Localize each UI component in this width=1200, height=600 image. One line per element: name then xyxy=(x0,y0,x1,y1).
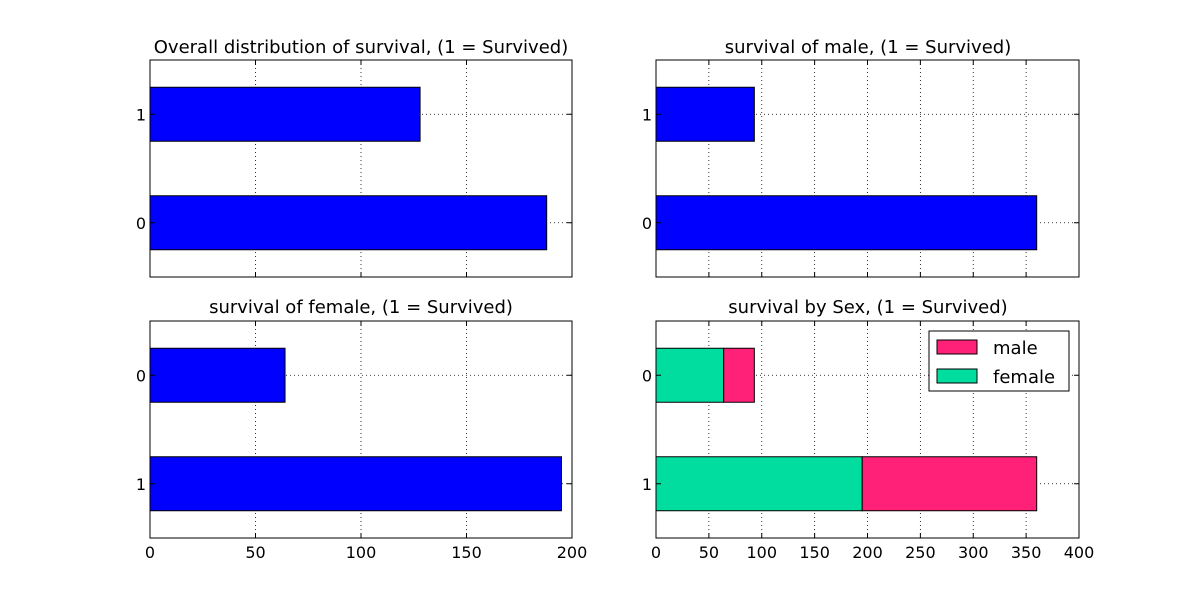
legend-label-female: female xyxy=(993,367,1055,388)
x-tick-label: 0 xyxy=(651,543,661,562)
bar-0 xyxy=(149,347,286,403)
y-tick-label: 0 xyxy=(642,214,652,233)
chart-title: survival by Sex, (1 = Survived) xyxy=(728,297,1007,318)
x-tick-label: 300 xyxy=(958,543,989,562)
x-tick-label: 150 xyxy=(799,543,830,562)
bar-0 xyxy=(149,195,548,251)
y-tick-label: 0 xyxy=(642,366,652,385)
y-tick-label: 0 xyxy=(136,366,146,385)
chart-survival-by-sex: survival by Sex, (1 = Survived) 0 50 100 15… xyxy=(642,297,1094,562)
chart-title: Overall distribution of survival, (1 = S… xyxy=(154,37,568,58)
x-tick-label: 400 xyxy=(1064,543,1095,562)
chart-overall-survival: Overall distribution of survival, (1 = S… xyxy=(136,37,573,278)
y-tick-label: 1 xyxy=(136,475,146,494)
x-tick-label: 50 xyxy=(245,543,265,562)
bar-female-1 xyxy=(655,456,863,512)
legend-label-male: male xyxy=(993,338,1038,359)
chart-male-survival: survival of male, (1 = Survived) 1 0 xyxy=(642,37,1080,278)
bar-1 xyxy=(149,456,562,512)
x-tick-label: 200 xyxy=(557,543,588,562)
bar-male-1 xyxy=(861,456,1038,512)
bar-female-0 xyxy=(655,347,725,403)
legend-swatch-female xyxy=(936,368,978,384)
chart-female-survival: survival of female, (1 = Survived) 0 50 10… xyxy=(136,297,587,562)
chart-title: survival of female, (1 = Survived) xyxy=(209,297,513,318)
bar-1 xyxy=(149,86,421,142)
y-tick-label: 1 xyxy=(642,105,652,124)
bar-0 xyxy=(655,195,1038,251)
x-tick-label: 0 xyxy=(145,543,155,562)
y-tick-label: 1 xyxy=(642,475,652,494)
y-tick-label: 0 xyxy=(136,214,146,233)
x-tick-label: 150 xyxy=(451,543,482,562)
bar-male-0 xyxy=(723,347,755,403)
legend-swatch-male xyxy=(936,339,978,355)
chart-title: survival of male, (1 = Survived) xyxy=(725,37,1011,58)
x-tick-label: 350 xyxy=(1011,543,1042,562)
x-tick-label: 200 xyxy=(852,543,883,562)
x-tick-label: 100 xyxy=(346,543,377,562)
y-tick-label: 1 xyxy=(136,105,146,124)
x-tick-label: 50 xyxy=(699,543,719,562)
x-tick-label: 100 xyxy=(746,543,777,562)
bar-1 xyxy=(655,86,755,142)
x-tick-label: 250 xyxy=(905,543,936,562)
